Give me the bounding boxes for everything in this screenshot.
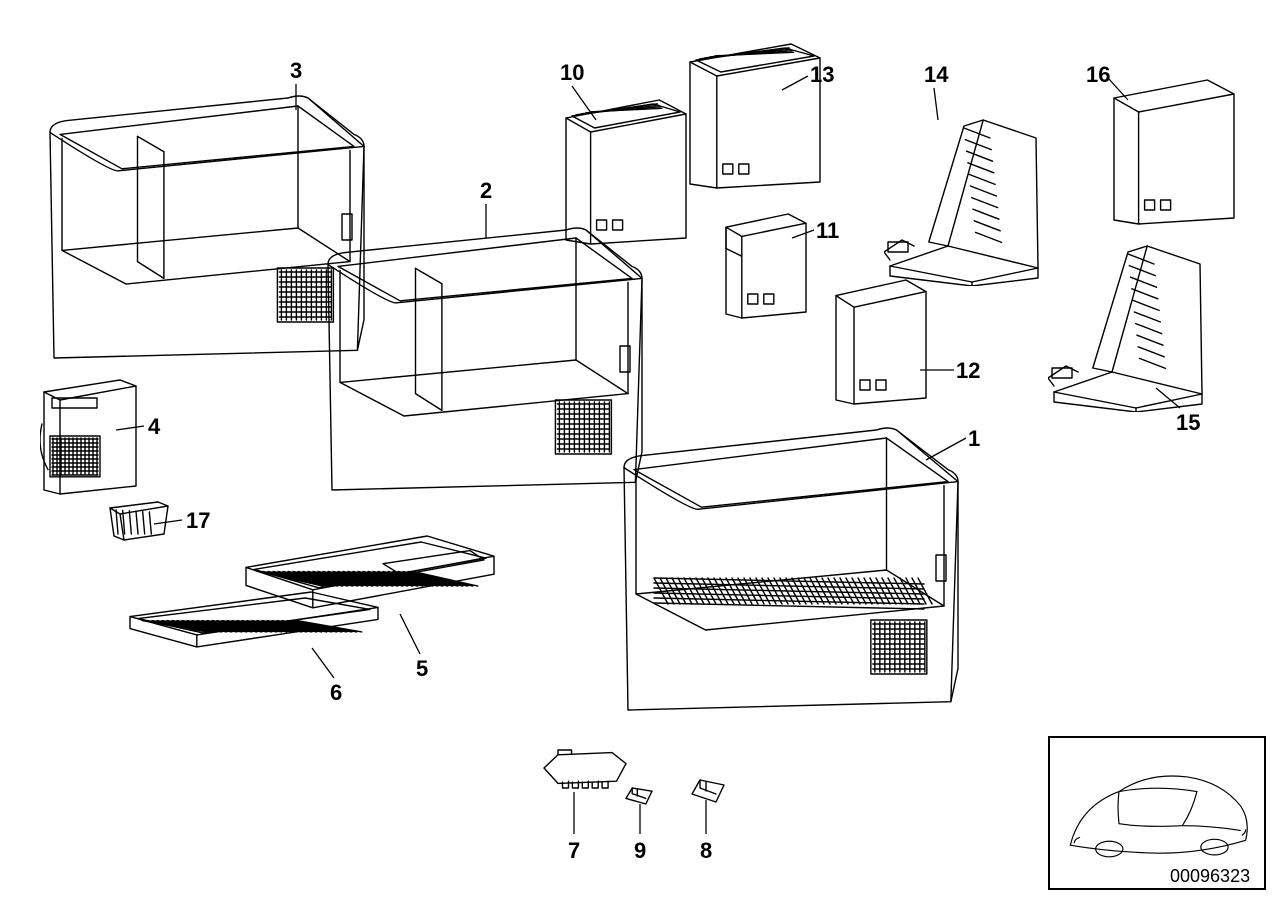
clip-7: [540, 746, 630, 790]
callout-14: 14: [924, 62, 948, 88]
clip-8: [688, 776, 728, 806]
callout-7: 7: [568, 838, 580, 864]
cart-11: [720, 210, 810, 320]
callout-8: 8: [700, 838, 712, 864]
tray-6: [124, 586, 384, 676]
clip-9: [622, 784, 656, 808]
bin-3: [42, 88, 372, 368]
callout-1: 1: [968, 426, 980, 452]
diagram-stage: { "diagram_id": "00096323", "canvas": { …: [0, 0, 1287, 911]
callout-3: 3: [290, 58, 302, 84]
callout-17: 17: [186, 508, 210, 534]
bin-1: [616, 420, 966, 720]
callout-5: 5: [416, 656, 428, 682]
hold-14: [884, 110, 1044, 286]
callout-16: 16: [1086, 62, 1110, 88]
callout-12: 12: [956, 358, 980, 384]
cart-12: [830, 276, 930, 406]
cart-16: [1108, 76, 1238, 226]
callout-15: 15: [1176, 410, 1200, 436]
callout-10: 10: [560, 60, 584, 86]
callout-4: 4: [148, 414, 160, 440]
callout-6: 6: [330, 680, 342, 706]
cart-10: [560, 96, 690, 246]
callout-11: 11: [816, 218, 839, 244]
cup-17: [106, 498, 172, 542]
callout-9: 9: [634, 838, 646, 864]
mod-4: [40, 376, 140, 496]
cart-13: [684, 40, 824, 190]
hold-15: [1048, 236, 1208, 412]
callout-2: 2: [480, 178, 492, 204]
diagram-id: 00096323: [1170, 866, 1250, 887]
callout-13: 13: [810, 62, 834, 88]
